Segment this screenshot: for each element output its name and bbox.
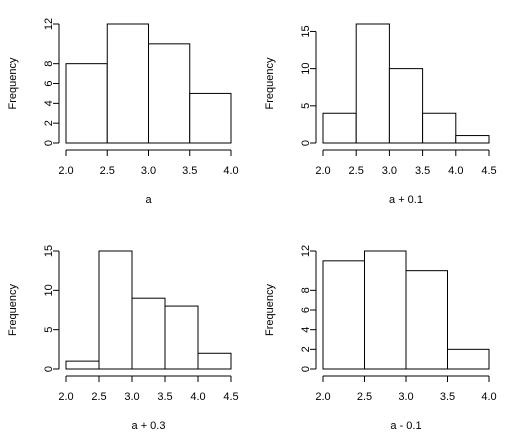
histogram-bar [189,92,232,144]
y-tick-label: 0 [43,140,55,146]
x-tick-label: 3.0 [141,165,156,177]
y-tick-label: 15 [43,245,55,257]
x-tick-label: 4.5 [481,165,496,177]
x-tick-label: 2.0 [58,165,73,177]
histogram-panel-2: 2.0 2.5 3.0 3.5 4.0 4.5 0 5 10 15 a + 0.1 Frequency [264,23,497,206]
y-tick-label: 10 [300,63,312,75]
x-tick-label: 4.0 [481,391,496,403]
histogram-bar [98,250,133,370]
histogram-bar [106,23,149,144]
x-tick-label: 2.0 [315,165,330,177]
histogram-bar [65,360,100,370]
x-tick-label: 3.5 [157,391,172,403]
y-tick-label: 5 [43,327,55,333]
histogram-bar [148,43,191,144]
y-tick-label: 5 [300,103,312,109]
y-tick-label: 6 [300,307,312,313]
x-tick-label: 3.0 [382,165,397,177]
y-tick-label: 15 [300,25,312,37]
x-axis-title: a [145,194,152,206]
x-tick-label: 2.5 [349,165,364,177]
x-axis-title: a + 0.3 [132,420,166,432]
y-tick-label: 8 [43,61,55,67]
x-tick-label: 3.5 [182,165,197,177]
histogram-bar [364,250,407,370]
x-tick-label: 2.5 [91,391,106,403]
y-tick-label: 8 [300,287,312,293]
histogram-bar [322,260,365,370]
y-tick-label: 4 [43,100,55,106]
histogram-bar [388,68,424,144]
x-tick-label: 2.0 [58,391,73,403]
histogram-panel-3: 2.0 2.5 3.0 3.5 4.0 4.5 0 5 10 15 a + 0.3 Frequency [7,245,239,432]
histogram-bar [65,63,108,144]
x-tick-label: 4.0 [223,165,238,177]
x-tick-label: 4.5 [223,391,238,403]
y-tick-label: 4 [300,327,312,333]
histogram-bar [455,135,490,144]
x-tick-label: 2.5 [100,165,115,177]
y-tick-label: 12 [300,245,312,257]
histogram-bar [405,270,448,370]
histogram-panel-4: 2.0 2.5 3.0 3.5 4.0 0 2 4 6 8 12 a - 0.1 Frequency [264,245,497,432]
y-axis-title: Frequency [264,284,276,336]
histogram-bar [355,23,390,144]
histogram-bar [164,305,199,370]
x-tick-label: 3.0 [398,391,413,403]
x-tick-label: 2.5 [357,391,372,403]
y-tick-label: 2 [300,346,312,352]
histogram-panel-1: 2.0 2.5 3.0 3.5 4.0 0 2 4 6 8 12 a Frequency [7,18,239,206]
x-tick-label: 3.0 [124,391,139,403]
histogram-bar [447,348,490,370]
y-axis-title: Frequency [264,57,276,109]
histogram-bar [197,352,232,370]
y-axis-title: Frequency [7,284,19,336]
x-tick-label: 4.0 [190,391,205,403]
x-axis-title: a + 0.1 [389,194,423,206]
y-tick-label: 0 [43,366,55,372]
y-tick-label: 12 [43,18,55,30]
y-tick-label: 0 [300,140,312,146]
x-tick-label: 2.0 [315,391,330,403]
histogram-bar [322,112,357,144]
y-axis-title: Frequency [7,57,19,109]
y-tick-label: 2 [43,120,55,126]
x-axis-title: a - 0.1 [390,420,421,432]
x-tick-label: 3.5 [440,391,455,403]
x-tick-label: 4.0 [448,165,463,177]
x-tick-label: 3.5 [415,165,430,177]
y-tick-label: 0 [300,366,312,372]
y-tick-label: 10 [43,284,55,296]
histogram-bar [131,297,166,370]
y-tick-label: 6 [43,80,55,86]
histogram-bar [422,112,457,144]
